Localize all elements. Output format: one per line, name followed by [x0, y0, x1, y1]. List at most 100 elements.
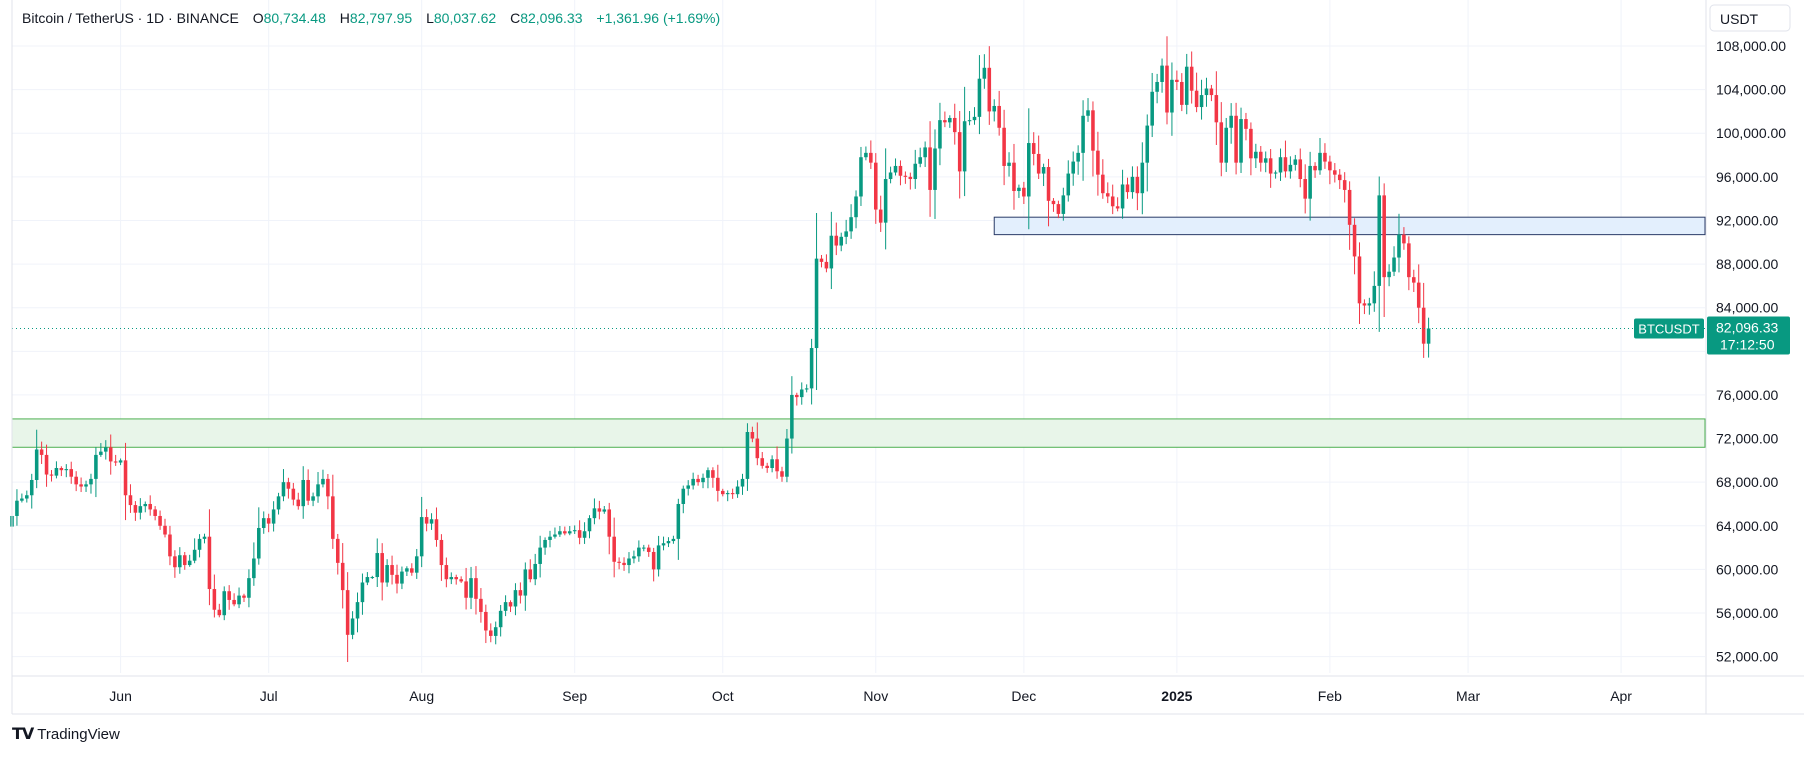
- candle-body: [770, 459, 774, 468]
- time-tick-label: Mar: [1456, 688, 1480, 704]
- candle-body: [414, 556, 419, 573]
- candle-body: [286, 482, 291, 489]
- candle-body: [64, 469, 69, 471]
- candle-body: [567, 531, 572, 534]
- candle-body: [15, 500, 19, 516]
- candle-body: [938, 120, 942, 149]
- high-value: 82,797.95: [349, 10, 413, 26]
- candle-body: [1096, 150, 1100, 175]
- candle-body: [493, 627, 498, 636]
- tradingview-logo-icon: 𝗧𝗩: [12, 726, 34, 743]
- price-tick-label: 52,000.00: [1716, 649, 1778, 665]
- candle-body: [765, 465, 769, 468]
- candle-body: [543, 539, 547, 548]
- time-tick-label: Sep: [562, 688, 587, 704]
- change-value: +1,361.96 (+1.69%): [596, 10, 721, 26]
- candle-body: [814, 258, 819, 349]
- candle-body: [1041, 167, 1046, 174]
- candle-body: [755, 438, 760, 459]
- candle-body: [1273, 172, 1278, 174]
- candle-body: [395, 574, 399, 584]
- candle-body: [775, 459, 779, 472]
- candle-body: [257, 527, 261, 559]
- candle-body: [197, 538, 202, 550]
- candle-body: [873, 162, 878, 210]
- candle-body: [967, 120, 972, 122]
- candle-body: [163, 525, 167, 535]
- candle-body: [1204, 88, 1209, 96]
- candle-body: [1061, 195, 1066, 214]
- time-axis[interactable]: Jun Jul Aug Sep Oct Nov Dec 2025 Feb Mar Apr: [109, 688, 1632, 704]
- candle-body: [706, 470, 710, 478]
- candle-body: [207, 536, 212, 590]
- candle-body: [444, 565, 449, 580]
- price-tick-label: 88,000.00: [1716, 256, 1778, 272]
- candle-body: [1150, 91, 1154, 126]
- price-axis[interactable]: 52,000.00 56,000.00 60,000.00 64,000.00 68,0…: [1716, 38, 1786, 665]
- candle-body: [1110, 196, 1115, 207]
- candle-body: [449, 577, 454, 580]
- candle-body: [637, 547, 641, 557]
- candle-body: [34, 449, 39, 480]
- candle-body: [84, 484, 88, 487]
- currency-box: [1709, 4, 1791, 32]
- candle-body: [1002, 127, 1006, 166]
- candle-body: [1239, 119, 1243, 163]
- candle-body: [1007, 162, 1011, 166]
- candle-body: [1362, 303, 1367, 306]
- candle-body: [484, 611, 488, 631]
- candle-body: [345, 590, 350, 635]
- time-tick-label: Apr: [1610, 688, 1632, 704]
- candle-body: [1120, 184, 1125, 209]
- candle-body: [952, 117, 957, 133]
- candle-body: [158, 515, 162, 526]
- candle-body: [1318, 152, 1322, 171]
- candle-body: [400, 571, 404, 584]
- candle-body: [454, 577, 459, 580]
- price-tick-label: 96,000.00: [1716, 169, 1778, 185]
- symbol-title[interactable]: Bitcoin / TetherUS · 1D · BINANCE: [22, 10, 239, 26]
- candle-body: [1165, 65, 1169, 113]
- candle-body: [730, 493, 735, 495]
- candle-body: [864, 152, 868, 158]
- tradingview-logo[interactable]: 𝗧𝗩 TradingView: [12, 724, 120, 744]
- candle-body: [819, 258, 824, 262]
- price-tick-label: 84,000.00: [1716, 300, 1778, 316]
- close-label: C: [510, 10, 521, 26]
- candle-body: [711, 470, 715, 478]
- candle-body: [548, 536, 552, 540]
- candle-body: [173, 556, 177, 568]
- candle-body: [1066, 173, 1071, 196]
- candle-body: [1140, 162, 1145, 194]
- candle-body: [1189, 66, 1194, 91]
- candle-body: [89, 478, 93, 485]
- candle-body: [429, 519, 434, 524]
- candle-body: [612, 536, 616, 562]
- price-tick-label: 76,000.00: [1716, 387, 1778, 403]
- close-value: 82,096.33: [520, 10, 583, 26]
- candle-body: [1199, 95, 1204, 108]
- candle-body: [760, 458, 765, 466]
- time-tick-label: Feb: [1318, 688, 1342, 704]
- candle-body: [1283, 157, 1288, 172]
- candle-body: [933, 148, 937, 190]
- price-tick-label: 92,000.00: [1716, 212, 1778, 228]
- candle-body: [1145, 125, 1150, 163]
- candle-body: [104, 447, 108, 452]
- candle-body: [681, 488, 686, 504]
- candle-body: [1160, 65, 1164, 82]
- candle-body: [1293, 159, 1298, 165]
- candle-body: [997, 105, 1001, 128]
- symbol-price-tag: BTCUSDT: [1638, 321, 1699, 336]
- candle-body: [676, 503, 681, 539]
- candle-body: [607, 509, 612, 537]
- candle-body: [178, 555, 182, 568]
- candle-body: [301, 479, 305, 507]
- candle-body: [1258, 151, 1263, 163]
- candle-body: [859, 157, 863, 197]
- time-tick-label: Jun: [109, 688, 132, 704]
- candle-body: [553, 534, 557, 537]
- candle-body: [918, 157, 922, 164]
